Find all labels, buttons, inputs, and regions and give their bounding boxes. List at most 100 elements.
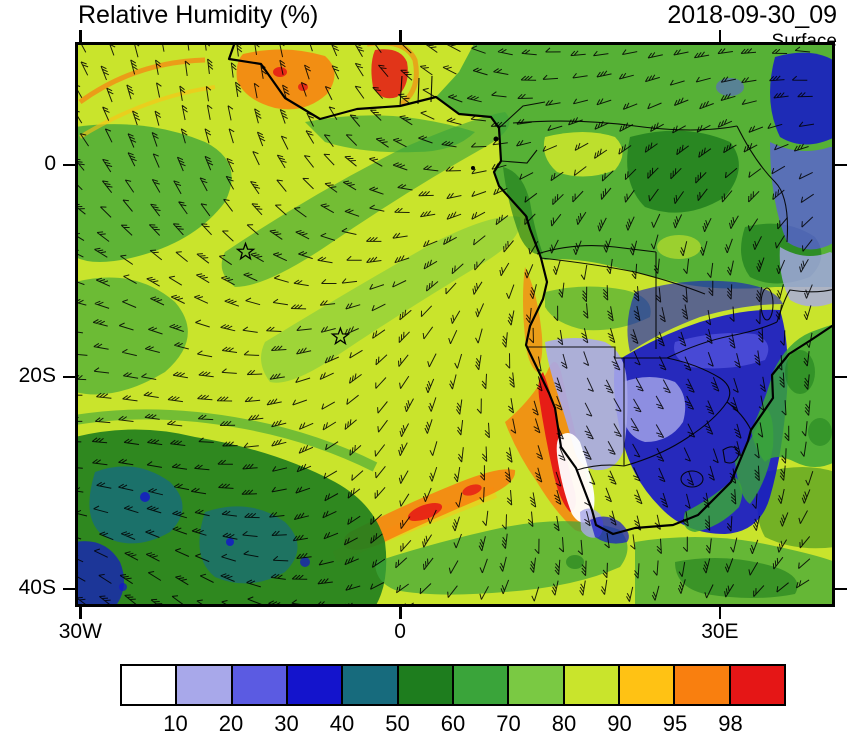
colorbar-label: 20 (218, 711, 244, 736)
star-marker (235, 241, 256, 261)
humidity-region (75, 541, 124, 607)
humidity-region (757, 467, 835, 549)
humidity-region (716, 78, 744, 96)
colorbar-cell (675, 666, 731, 704)
humidity-region (226, 538, 234, 546)
colorbar-cell (619, 666, 676, 704)
humidity-region (305, 115, 475, 153)
axis-tick (718, 30, 722, 42)
axis-tick (63, 587, 75, 591)
colorbar-cell (453, 666, 510, 704)
humidity-region (140, 492, 150, 502)
colorbar-label: 40 (329, 711, 355, 736)
y-tick-label: 40S (18, 575, 56, 599)
colorbar-cell (232, 666, 288, 704)
humidity-region (776, 288, 835, 323)
humidity-region (657, 235, 701, 259)
colorbar-cell (398, 666, 454, 704)
axis-tick (835, 375, 847, 379)
colorbar-cell (343, 666, 399, 704)
axis-tick (63, 163, 75, 167)
colorbar-label: 60 (440, 711, 466, 736)
axis-tick (718, 607, 722, 619)
humidity-region (430, 75, 433, 103)
map-canvas (75, 42, 835, 607)
country-borders (399, 75, 835, 488)
axis-tick (835, 587, 847, 591)
humidity-region (528, 346, 667, 359)
humidity-region (590, 516, 629, 544)
humidity-region (371, 49, 408, 99)
plot-title: Relative Humidity (%) (78, 1, 319, 29)
axis-tick (79, 30, 82, 42)
africa-coastline (227, 42, 834, 536)
humidity-region (503, 167, 543, 255)
star-marker (330, 326, 351, 346)
valid-datetime: 2018-09-30_09 (667, 1, 837, 29)
colorbar-cell (564, 666, 620, 704)
humidity-region (261, 216, 521, 383)
map-frame-border (75, 42, 835, 607)
island-dot (493, 136, 499, 142)
humidity-region (78, 85, 216, 139)
humidity-region (666, 357, 731, 403)
x-tick-label: 30E (701, 620, 739, 643)
humidity-region (375, 521, 628, 595)
colorbar-label: 50 (385, 711, 410, 736)
x-tick-label: 0 (394, 620, 406, 643)
station-markers (235, 241, 351, 346)
humidity-region (627, 280, 783, 352)
humidity-region (119, 583, 127, 591)
humidity-region (680, 470, 704, 488)
y-tick-label: 0 (44, 151, 56, 175)
axis-tick (399, 30, 402, 42)
colorbar-cell (122, 666, 178, 704)
humidity-region (89, 466, 183, 544)
colorbar-label: 70 (496, 711, 521, 736)
humidity-region (623, 401, 728, 467)
humidity-region (736, 125, 788, 243)
humidity-region (78, 57, 206, 105)
humidity-region (545, 286, 651, 331)
coastline (227, 42, 834, 536)
colorbar-labels: 10 20 30 40 50 60 70 80 90 95 98 (120, 711, 786, 739)
humidity-region (666, 321, 778, 359)
humidity-region (770, 52, 835, 145)
humidity-region (726, 401, 752, 431)
colorbar-label: 80 (551, 711, 577, 736)
axis-tick (79, 607, 82, 619)
humidity-region (540, 257, 706, 295)
humidity-region (576, 464, 625, 471)
colorbar-label: 30 (274, 711, 299, 736)
humidity-region (770, 142, 835, 250)
humidity-region (627, 130, 739, 213)
colorbar-cell (730, 666, 784, 704)
colorbar-cell (177, 666, 233, 704)
humidity-field (75, 42, 835, 607)
humidity-region (683, 477, 743, 532)
humidity-region (417, 77, 420, 105)
colorbar-cell (287, 666, 344, 704)
y-axis-labels: 0 20S 40S (0, 0, 56, 750)
humidity-region (623, 377, 686, 442)
axis-tick (835, 163, 847, 167)
humidity-region (722, 446, 740, 464)
humidity-region (462, 484, 482, 496)
humidity-region (674, 333, 769, 369)
map-svg (75, 42, 835, 607)
humidity-region (566, 555, 584, 569)
humidity-region (221, 112, 510, 287)
colorbar-label: 98 (718, 711, 743, 736)
humidity-region (407, 502, 443, 522)
x-tick-label: 30W (58, 620, 102, 643)
y-tick-label: 20S (18, 363, 56, 387)
humidity-region (75, 409, 378, 472)
colorbar-cell (509, 666, 565, 704)
humidity-region (512, 120, 738, 131)
island-dot (471, 166, 475, 170)
humidity-region (199, 506, 298, 584)
humidity-region (543, 132, 623, 177)
humidity-region (536, 245, 657, 255)
